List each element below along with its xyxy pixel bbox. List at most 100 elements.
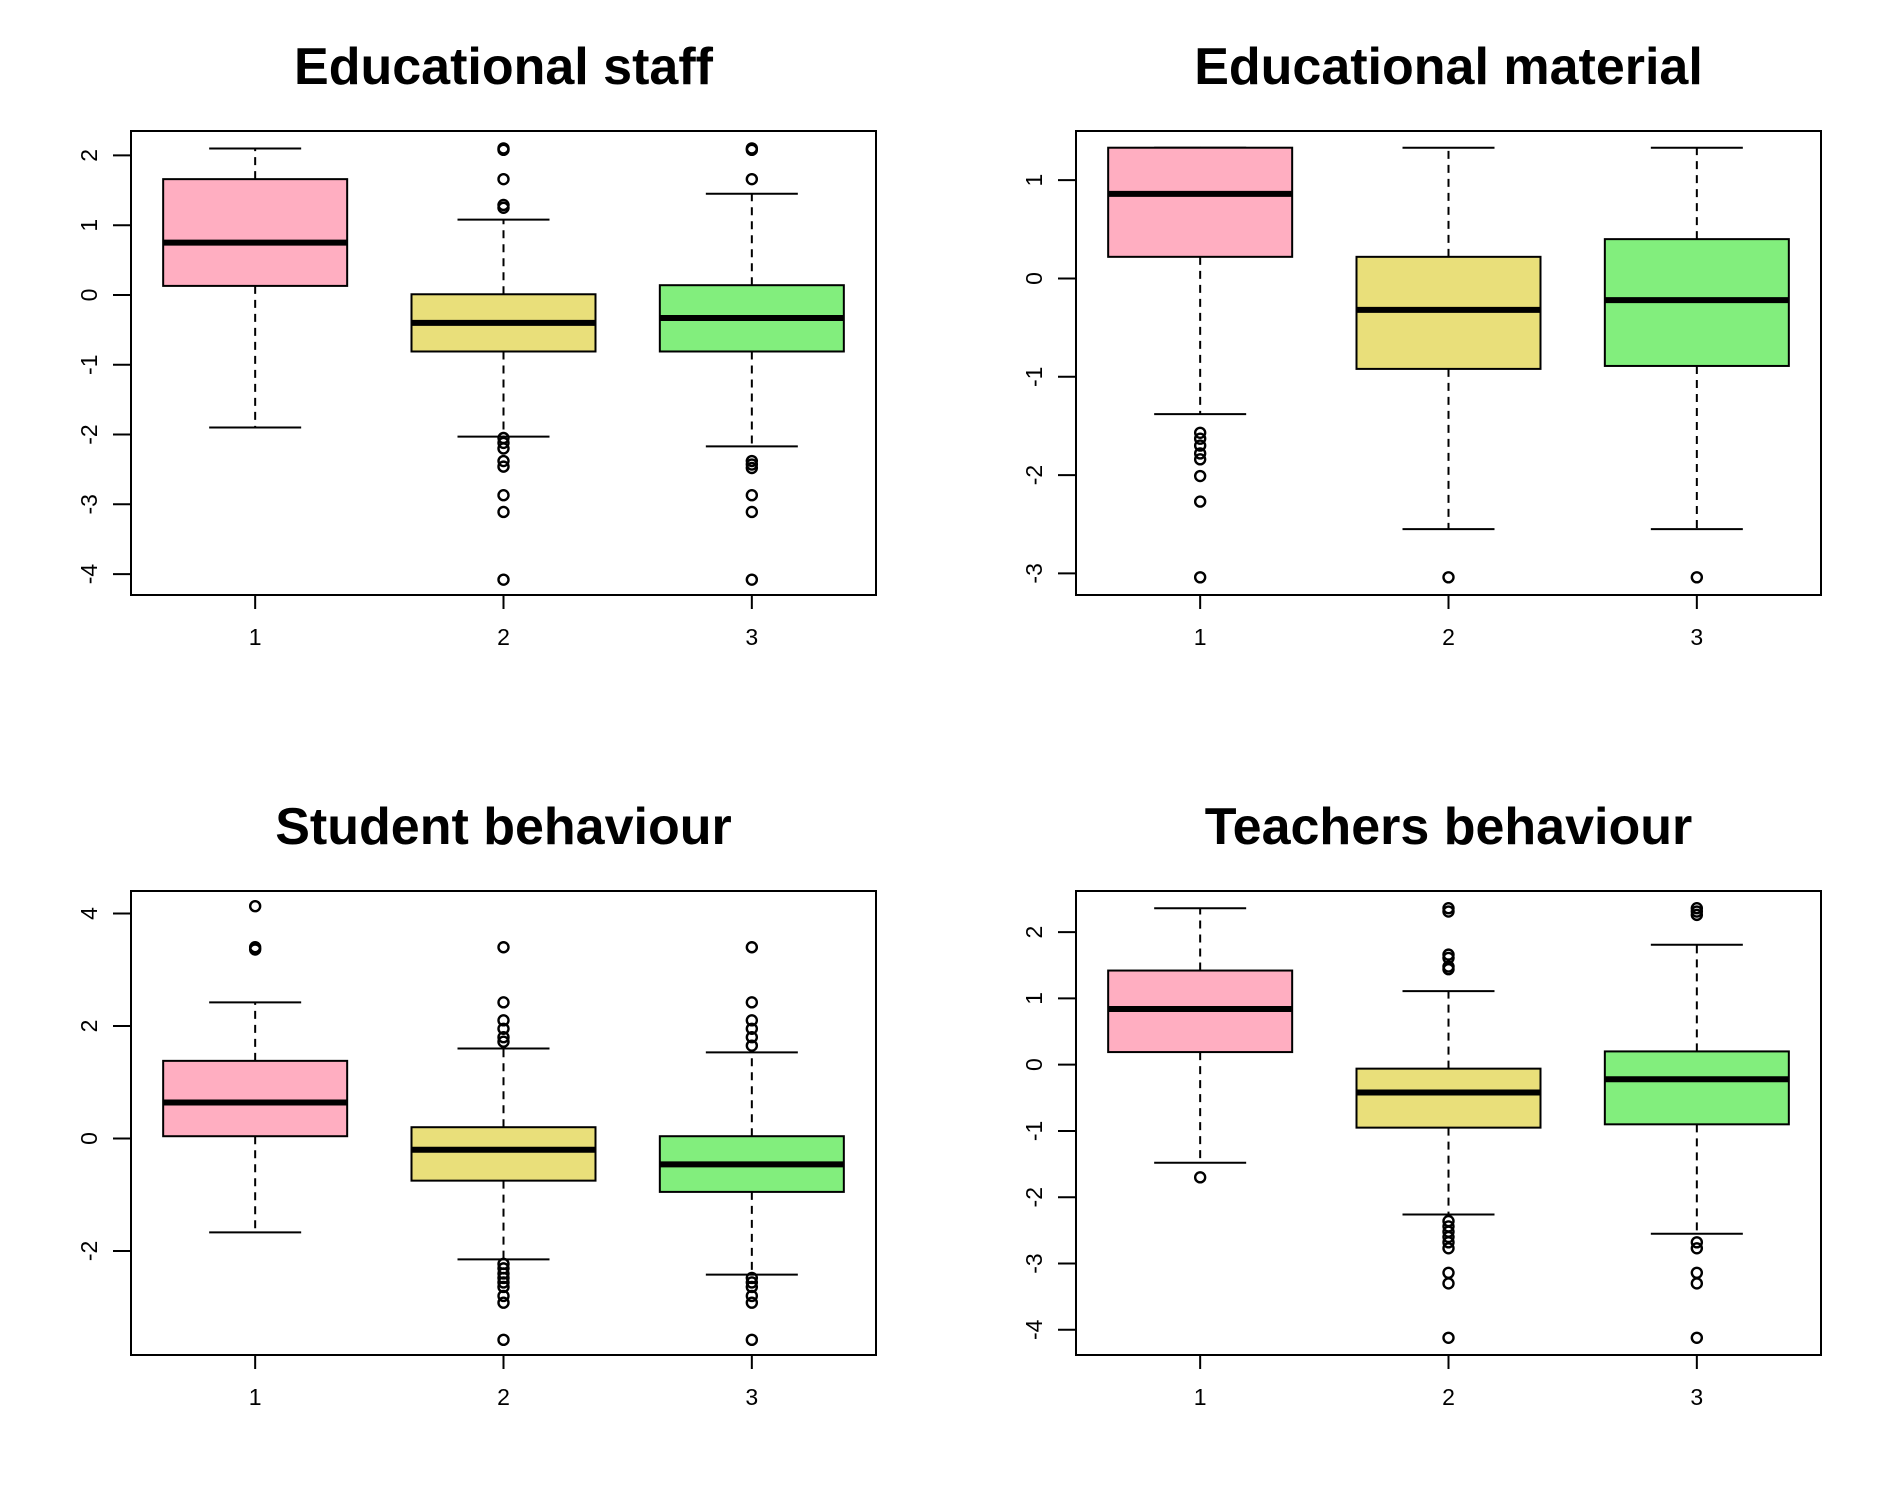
x-tick-label: 2 xyxy=(497,1384,510,1410)
outlier-point xyxy=(745,941,759,954)
panel-title: Educational staff xyxy=(294,38,714,96)
box-group-3 xyxy=(1603,902,1790,1344)
y-axis: 2 1 0 -1 -2 -3 -4 xyxy=(1021,926,1076,1340)
iqr-box xyxy=(1603,1050,1790,1126)
panel-2: Educational material 1 0 -1 -2 -3 1 2 3 xyxy=(1021,38,1822,650)
outlier-point xyxy=(1193,432,1207,445)
outlier-point xyxy=(1690,1242,1704,1255)
y-tick-label: 1 xyxy=(1021,992,1047,1005)
outlier-point xyxy=(745,1296,759,1309)
outlier-point xyxy=(1442,951,1455,965)
outlier-point xyxy=(497,460,510,473)
outlier-point xyxy=(1442,1277,1455,1290)
outlier-point xyxy=(1690,1331,1704,1344)
outlier-point xyxy=(1442,1242,1455,1255)
x-tick-label: 1 xyxy=(249,1384,262,1410)
y-tick-label: 2 xyxy=(76,149,102,162)
y-tick-label: 4 xyxy=(76,907,102,920)
x-tick-label: 3 xyxy=(1690,1384,1703,1410)
y-tick-label: 2 xyxy=(76,1020,102,1033)
x-tick-label: 2 xyxy=(1442,624,1455,650)
outlier-point xyxy=(745,1289,759,1303)
outlier-point xyxy=(497,436,510,450)
outlier-point xyxy=(1690,1236,1704,1249)
outlier-point xyxy=(745,573,759,586)
box-group-1 xyxy=(1107,146,1294,584)
panel-title: Teachers behaviour xyxy=(1205,798,1692,856)
outlier-point xyxy=(1690,1277,1704,1290)
x-axis: 1 2 3 xyxy=(249,594,758,650)
iqr-box xyxy=(162,178,349,287)
outlier-point xyxy=(1442,1236,1455,1249)
box-group-3 xyxy=(658,941,845,1347)
outlier-point xyxy=(1193,1171,1207,1184)
panel-title: Educational material xyxy=(1194,38,1703,96)
outlier-point xyxy=(497,442,510,455)
box-group-1 xyxy=(1107,907,1294,1184)
outlier-point xyxy=(497,1022,510,1035)
y-tick-label: -1 xyxy=(1021,1121,1047,1141)
outlier-point xyxy=(1193,447,1207,460)
iqr-box xyxy=(162,1059,349,1138)
iqr-box xyxy=(410,1126,597,1182)
box-group-1 xyxy=(162,899,349,1234)
y-tick-label: -2 xyxy=(76,424,102,444)
outlier-point xyxy=(1442,905,1455,918)
outlier-point xyxy=(497,996,510,1009)
y-tick-label: 1 xyxy=(1021,174,1047,187)
y-tick-label: -4 xyxy=(1021,1319,1047,1340)
x-tick-label: 2 xyxy=(497,624,510,650)
outlier-point xyxy=(745,1014,759,1027)
box-group-3 xyxy=(1603,146,1790,584)
y-tick-label: -4 xyxy=(76,564,102,585)
x-tick-label: 3 xyxy=(745,1384,758,1410)
outlier-point xyxy=(497,1296,510,1309)
outlier-point xyxy=(248,899,262,913)
box-group-2 xyxy=(1355,902,1542,1344)
x-tick-label: 1 xyxy=(249,624,262,650)
y-tick-label: -3 xyxy=(1021,563,1047,583)
outlier-point xyxy=(497,1014,510,1027)
outlier-point xyxy=(1442,963,1455,976)
box-group-2 xyxy=(410,941,597,1347)
outlier-point xyxy=(1442,571,1455,584)
outlier-point xyxy=(745,143,759,157)
outlier-point xyxy=(1690,571,1704,584)
x-tick-label: 3 xyxy=(745,624,758,650)
y-tick-label: -2 xyxy=(1021,465,1047,485)
outlier-point xyxy=(497,454,510,468)
y-axis: 4 2 0 -2 xyxy=(76,907,131,1261)
y-tick-label: -1 xyxy=(76,355,102,375)
outlier-point xyxy=(497,1276,510,1289)
outlier-point xyxy=(745,1276,759,1289)
outlier-point xyxy=(1193,495,1207,508)
y-tick-label: 0 xyxy=(1021,272,1047,285)
outlier-point xyxy=(745,489,759,502)
outlier-point xyxy=(497,201,510,214)
outlier-point xyxy=(1193,426,1207,439)
outlier-point xyxy=(497,489,510,502)
outlier-point xyxy=(497,505,510,519)
panel-3: Student behaviour 4 2 0 -2 1 2 3 xyxy=(76,798,877,1410)
outlier-point xyxy=(745,1039,759,1052)
box-group-2 xyxy=(1355,146,1542,584)
outlier-point xyxy=(1690,908,1704,922)
x-axis: 1 2 3 xyxy=(1194,1354,1703,1410)
y-tick-label: 0 xyxy=(76,289,102,302)
outlier-point xyxy=(745,1022,759,1035)
panel-1: Educational staff 2 1 0 -1 -2 -3 -4 1 2 3 xyxy=(76,38,877,650)
x-axis: 1 2 3 xyxy=(249,1354,758,1410)
y-tick-label: 1 xyxy=(76,219,102,232)
outlier-point xyxy=(1193,469,1207,483)
y-tick-label: -3 xyxy=(1021,1253,1047,1273)
outlier-point xyxy=(745,172,759,186)
outlier-point xyxy=(497,573,510,586)
outlier-point xyxy=(497,941,510,954)
outlier-point xyxy=(248,943,262,956)
outlier-point xyxy=(745,505,759,519)
iqr-box xyxy=(1107,146,1294,258)
outlier-point xyxy=(497,143,510,157)
y-tick-label: -2 xyxy=(76,1241,102,1261)
x-axis: 1 2 3 xyxy=(1194,594,1703,650)
